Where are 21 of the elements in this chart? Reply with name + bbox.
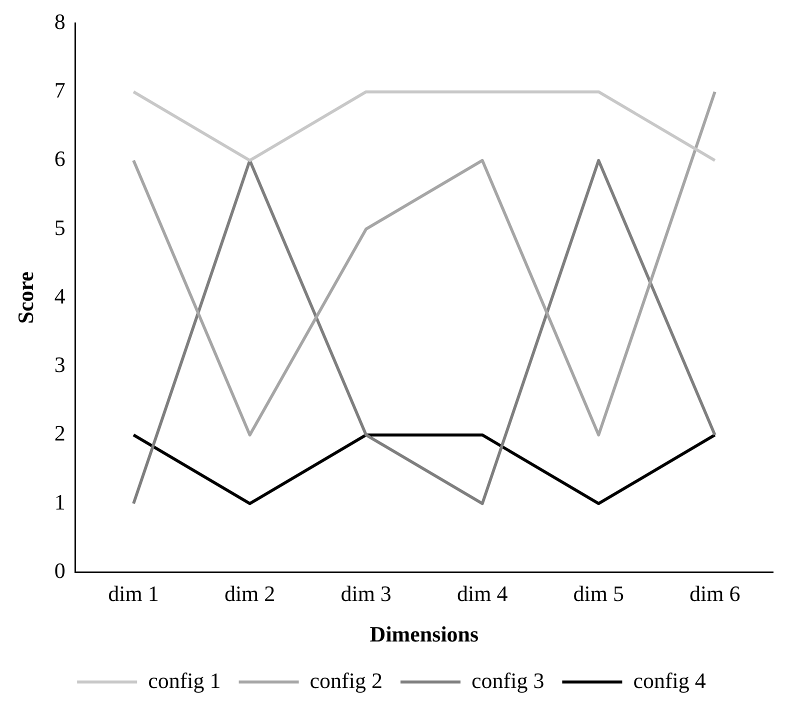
y-axis-title: Score <box>12 271 38 324</box>
y-tick-label: 3 <box>54 352 66 378</box>
x-tick-label: dim 1 <box>108 581 159 606</box>
legend-label: config 2 <box>310 668 382 693</box>
y-tick-label: 0 <box>54 558 66 583</box>
x-tick-label: dim 3 <box>340 581 392 606</box>
legend-label: config 4 <box>633 668 706 693</box>
legend-label: config 1 <box>148 668 221 693</box>
x-tick-label: dim 6 <box>690 581 740 606</box>
y-tick-label: 1 <box>54 489 66 514</box>
x-tick-label: dim 4 <box>456 581 508 606</box>
x-axis-title: Dimensions <box>370 621 480 646</box>
y-tick-label: 7 <box>54 78 66 103</box>
y-tick-label: 4 <box>54 283 66 308</box>
x-tick-label: dim 5 <box>573 581 624 606</box>
y-tick-label: 6 <box>54 146 66 172</box>
x-tick-label: dim 2 <box>224 581 276 606</box>
y-tick-label: 5 <box>54 214 66 240</box>
y-tick-label: 8 <box>54 8 66 34</box>
legend-label: config 3 <box>472 668 544 693</box>
y-tick-label: 2 <box>54 420 66 446</box>
